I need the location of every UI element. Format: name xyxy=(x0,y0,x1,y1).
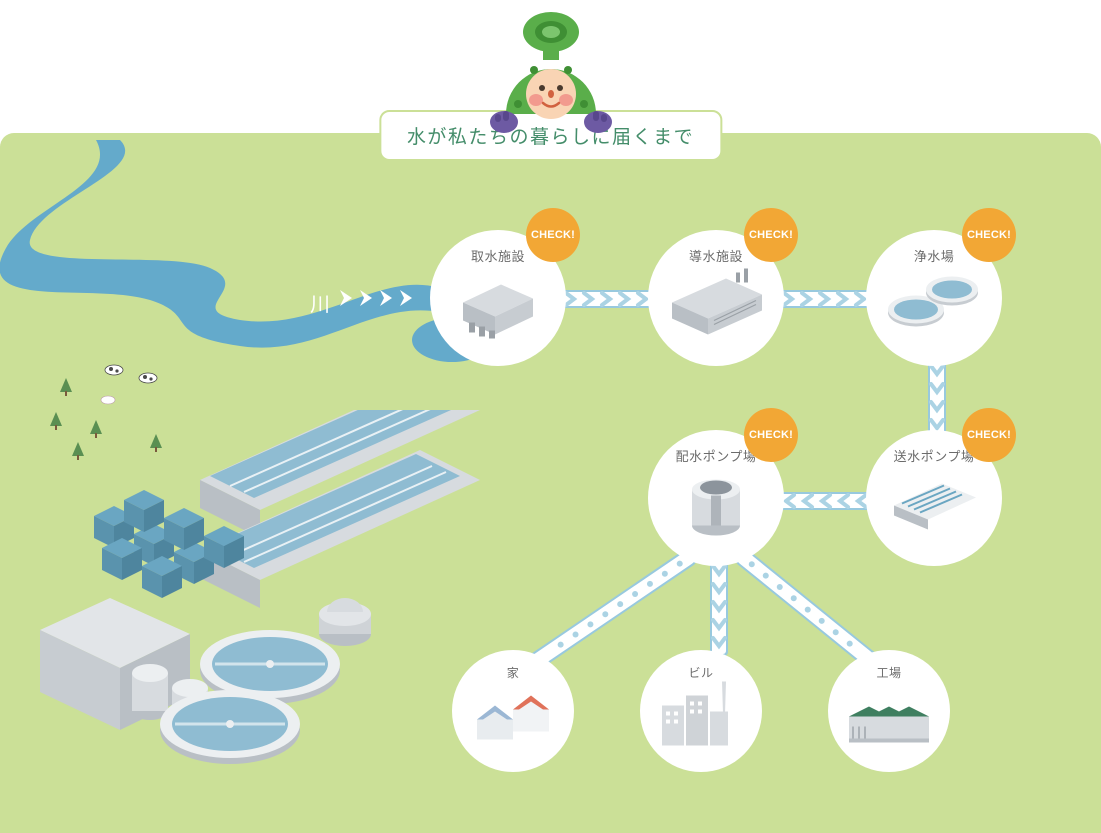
flow-pipe xyxy=(560,290,654,313)
check-badge[interactable]: CHECK! xyxy=(526,208,580,262)
conduit-icon xyxy=(666,269,766,344)
check-badge[interactable]: CHECK! xyxy=(962,208,1016,262)
check-badge[interactable]: CHECK! xyxy=(744,408,798,462)
flow-pipe xyxy=(778,290,872,313)
node-label: 取水施設 xyxy=(471,246,525,265)
node-label: 送水ポンプ場 xyxy=(894,446,975,465)
purification-icon xyxy=(886,267,982,346)
river-arrows xyxy=(338,286,428,310)
node-house: 家 xyxy=(452,650,574,772)
node-label: 浄水場 xyxy=(914,246,955,265)
node-label: 工場 xyxy=(877,664,902,681)
flow-pipe xyxy=(710,560,728,661)
flow-pipe xyxy=(928,360,946,441)
river-label: 川 xyxy=(310,288,333,317)
mascot-icon xyxy=(466,6,636,136)
factory-icon xyxy=(843,685,935,752)
node-intake: 取水施設 CHECK! xyxy=(430,230,566,366)
transmission-icon xyxy=(886,472,982,541)
flow-pipe xyxy=(734,548,880,675)
flow-pipe xyxy=(778,492,872,515)
house-icon xyxy=(471,686,555,751)
node-conduit: 導水施設 CHECK! xyxy=(648,230,784,366)
node-transmission: 送水ポンプ場 CHECK! xyxy=(866,430,1002,566)
check-badge[interactable]: CHECK! xyxy=(962,408,1016,462)
node-label: 導水施設 xyxy=(689,246,743,265)
distribution-icon xyxy=(681,468,751,545)
plant-illustration xyxy=(40,410,500,780)
building-icon xyxy=(656,678,746,759)
node-factory: 工場 xyxy=(828,650,950,772)
check-badge[interactable]: CHECK! xyxy=(744,208,798,262)
node-building: ビル xyxy=(640,650,762,772)
node-distribution: 配水ポンプ場 CHECK! xyxy=(648,430,784,566)
node-label: 配水ポンプ場 xyxy=(676,446,757,465)
node-label: 家 xyxy=(507,664,519,681)
node-purification: 浄水場 CHECK! xyxy=(866,230,1002,366)
intake-icon xyxy=(455,269,541,344)
